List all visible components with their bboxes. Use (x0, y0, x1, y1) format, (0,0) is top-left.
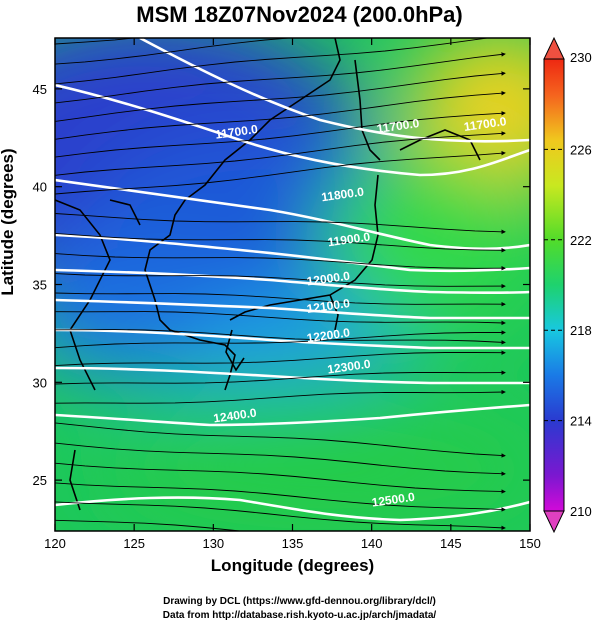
colorbar-max-arrow (543, 36, 565, 60)
streamline (55, 501, 506, 531)
y-tick-label: 35 (33, 278, 47, 293)
contour-label: 12200.0 (306, 325, 351, 345)
y-axis-ticks: 25 30 35 40 45 (33, 82, 530, 488)
streamline (55, 350, 506, 367)
streamline (55, 111, 506, 158)
x-tick-label: 150 (519, 536, 541, 551)
chart-title: MSM 18Z07Nov2024 (200.0hPa) (136, 2, 463, 27)
streamline (55, 462, 506, 494)
streamline (55, 292, 506, 307)
streamline (55, 442, 506, 476)
streamline (55, 311, 506, 326)
x-axis-label: Longitude (degrees) (210, 556, 375, 575)
streamline (55, 253, 506, 271)
contour-label: 11800.0 (320, 185, 365, 205)
y-tick-label: 30 (33, 375, 47, 390)
y-tick-label: 25 (33, 473, 47, 488)
wind-streamlines (55, 38, 506, 531)
colorbar: 210 214 218 222 226 230 (543, 36, 592, 534)
streamline (55, 519, 244, 531)
x-tick-label: 125 (123, 536, 145, 551)
streamline (55, 273, 506, 289)
x-axis-ticks: 120 125 130 135 140 145 150 (44, 38, 541, 551)
streamline (55, 370, 506, 385)
contour-label: 12300.0 (326, 357, 371, 377)
colorbar-tick-label: 210 (570, 504, 592, 519)
streamline (55, 131, 506, 176)
contour-label: 12100.0 (306, 296, 351, 316)
contour-label: 11700.0 (463, 114, 508, 134)
contour-label: 11700.0 (214, 122, 259, 142)
x-tick-label: 130 (202, 536, 224, 551)
colorbar-tick-label: 222 (570, 233, 592, 248)
colorbar-tick-label: 226 (570, 142, 592, 157)
colorbar-tick-label: 230 (570, 50, 592, 65)
contour-label: 12400.0 (212, 406, 257, 426)
streamline (55, 482, 506, 512)
y-tick-label: 40 (33, 180, 47, 195)
x-tick-label: 145 (440, 536, 462, 551)
contour-label: 11700.0 (376, 116, 421, 136)
colorbar-scale (543, 58, 565, 512)
streamline (55, 38, 506, 85)
x-tick-label: 140 (361, 536, 383, 551)
colorbar-tick-label: 214 (570, 414, 592, 429)
streamline (55, 232, 506, 253)
streamline (55, 150, 506, 195)
colorbar-min-arrow (543, 510, 565, 534)
streamline (55, 330, 506, 349)
x-tick-label: 120 (44, 536, 66, 551)
streamline (55, 213, 506, 235)
streamline (55, 389, 506, 404)
streamline (55, 329, 506, 345)
contour-labels: 11700.0 11700.0 11700.0 11800.0 11900.0 12000… (212, 114, 507, 510)
plot-area: 11700.0 11700.0 11700.0 11800.0 11900.0 12000… (55, 38, 530, 531)
x-tick-label: 135 (282, 536, 304, 551)
contour-label: 12000.0 (306, 269, 351, 289)
colorbar-tick-label: 218 (570, 323, 592, 338)
streamline (55, 422, 506, 458)
contour-label: 12500.0 (371, 490, 416, 510)
streamline (55, 90, 506, 140)
contour-label: 11900.0 (327, 230, 372, 250)
drawing-credit: Drawing by DCL (https://www.gfd-dennou.o… (163, 596, 436, 607)
y-axis-label: Latitude (degrees) (0, 148, 17, 296)
temperature-field (55, 38, 530, 531)
streamline (55, 52, 506, 104)
data-source-credit: Data from http://database.rish.kyoto-u.a… (162, 610, 437, 621)
y-tick-label: 45 (33, 82, 47, 97)
height-contours (55, 38, 530, 522)
streamline (55, 71, 506, 122)
